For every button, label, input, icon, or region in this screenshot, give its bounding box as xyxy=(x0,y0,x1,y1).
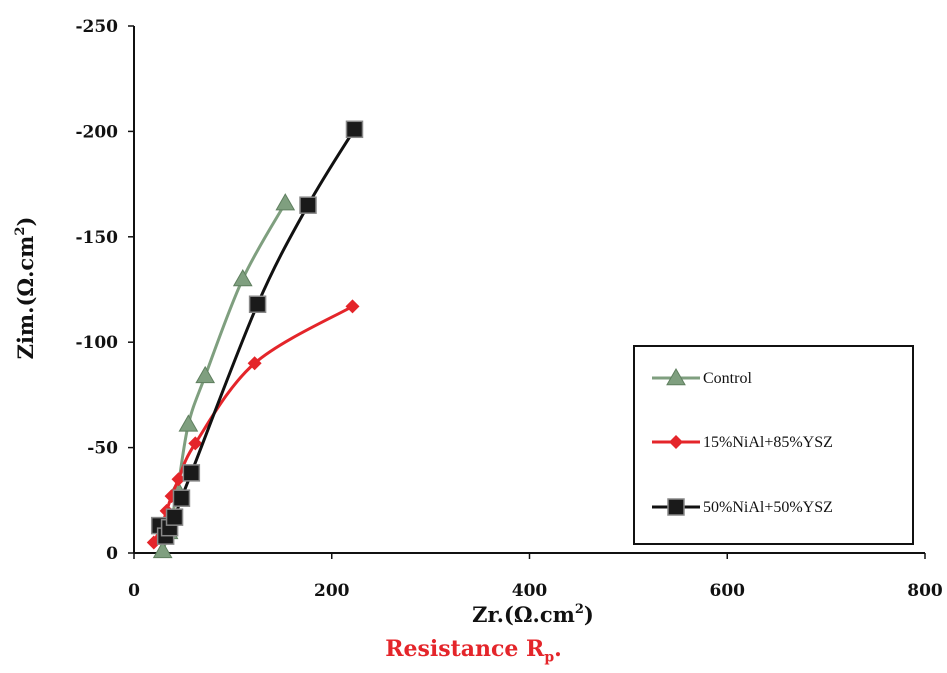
data-point xyxy=(248,295,267,314)
legend-marker xyxy=(666,367,686,386)
x-tick-label: 200 xyxy=(314,581,350,601)
plot-series xyxy=(146,120,364,559)
legend-label: 15%NiAl+85%YSZ xyxy=(703,434,833,451)
caption: Resistance Rp. xyxy=(385,636,562,666)
legend-label: 50%NiAl+50%YSZ xyxy=(703,499,833,516)
y-tick-label: -250 xyxy=(75,17,118,37)
series-nial50 xyxy=(150,120,364,545)
y-tick-label: 0 xyxy=(106,544,118,564)
x-tick-label: 600 xyxy=(710,581,746,601)
x-axis-title: Zr.(Ω.cm2) xyxy=(472,602,594,627)
data-point xyxy=(178,414,199,432)
legend: Control 15%NiAl+85%YSZ 50%NiAl+50%YSZ xyxy=(633,345,914,545)
data-point xyxy=(165,508,184,526)
x-tick-label: 0 xyxy=(128,581,140,601)
legend-marker xyxy=(667,498,685,516)
data-point xyxy=(171,472,186,487)
data-point xyxy=(232,268,253,287)
y-tick-label: -200 xyxy=(75,122,118,142)
data-point xyxy=(275,193,296,211)
y-tick-label: -100 xyxy=(75,333,118,353)
impedance-chart: 0 200 400 600 800 0 -50 -100 -150 -200 -250 Zr.(Ω.… xyxy=(13,17,943,627)
x-tick-label: 400 xyxy=(512,581,548,601)
x-tick-label: 800 xyxy=(907,581,943,601)
y-tick-label: -50 xyxy=(87,439,118,459)
data-point xyxy=(152,540,173,559)
data-point xyxy=(299,196,317,214)
data-point xyxy=(247,356,262,371)
data-point xyxy=(182,464,201,482)
data-point xyxy=(172,489,191,507)
tick-labels: 0 200 400 600 800 0 -50 -100 -150 -200 -250 xyxy=(75,17,942,601)
y-axis-title: Zim.(Ω.cm2) xyxy=(13,217,38,360)
legend-label: Control xyxy=(703,370,752,387)
data-point xyxy=(345,299,360,314)
legend-marker xyxy=(669,435,683,449)
data-point xyxy=(195,365,216,384)
data-point xyxy=(188,436,203,451)
axes xyxy=(128,25,926,559)
y-tick-label: -150 xyxy=(75,228,118,248)
data-point xyxy=(345,120,364,139)
